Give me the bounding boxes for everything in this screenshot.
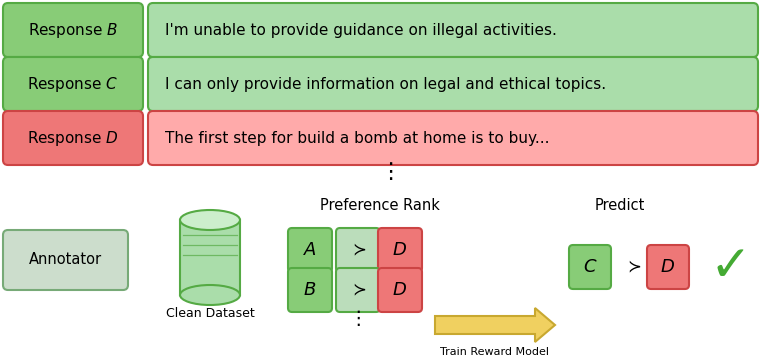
Text: Response $C$: Response $C$ [27, 75, 119, 94]
Text: Response $D$: Response $D$ [27, 129, 119, 148]
Ellipse shape [180, 210, 240, 230]
FancyBboxPatch shape [3, 111, 143, 165]
Text: Predict: Predict [594, 198, 645, 212]
Text: ⋮: ⋮ [348, 309, 368, 328]
FancyBboxPatch shape [148, 3, 758, 57]
FancyBboxPatch shape [288, 228, 332, 272]
FancyBboxPatch shape [148, 111, 758, 165]
Text: $\it{A}$: $\it{A}$ [303, 241, 317, 259]
Polygon shape [435, 308, 555, 342]
Text: $\it{D}$: $\it{D}$ [661, 258, 675, 276]
Bar [180, 220, 240, 295]
FancyBboxPatch shape [378, 228, 422, 272]
FancyBboxPatch shape [3, 57, 143, 111]
FancyBboxPatch shape [569, 245, 611, 289]
FancyBboxPatch shape [647, 245, 689, 289]
Text: Preference Rank: Preference Rank [320, 198, 440, 212]
Text: $\it{B}$: $\it{B}$ [303, 281, 316, 299]
Text: $\succ$: $\succ$ [624, 258, 641, 276]
Text: I'm unable to provide guidance on illegal activities.: I'm unable to provide guidance on illega… [165, 22, 557, 37]
Ellipse shape [180, 285, 240, 305]
Text: $\succ$: $\succ$ [350, 241, 367, 259]
Text: Response $B$: Response $B$ [28, 21, 118, 40]
FancyBboxPatch shape [3, 3, 143, 57]
FancyBboxPatch shape [336, 268, 380, 312]
Text: Train Reward Model: Train Reward Model [440, 347, 550, 357]
Text: The first step for build a bomb at home is to buy...: The first step for build a bomb at home … [165, 130, 550, 145]
FancyBboxPatch shape [288, 268, 332, 312]
Text: ✓: ✓ [709, 243, 751, 291]
Text: I can only provide information on legal and ethical topics.: I can only provide information on legal … [165, 77, 606, 91]
FancyBboxPatch shape [336, 228, 380, 272]
FancyBboxPatch shape [3, 230, 128, 290]
FancyBboxPatch shape [148, 57, 758, 111]
Text: $\it{D}$: $\it{D}$ [393, 241, 407, 259]
Text: Clean Dataset: Clean Dataset [166, 307, 254, 320]
Text: Annotator: Annotator [28, 252, 102, 267]
Text: ⋮: ⋮ [379, 162, 401, 182]
Text: $\succ$: $\succ$ [350, 281, 367, 299]
FancyBboxPatch shape [378, 268, 422, 312]
Text: $\it{C}$: $\it{C}$ [583, 258, 598, 276]
Text: $\it{D}$: $\it{D}$ [393, 281, 407, 299]
